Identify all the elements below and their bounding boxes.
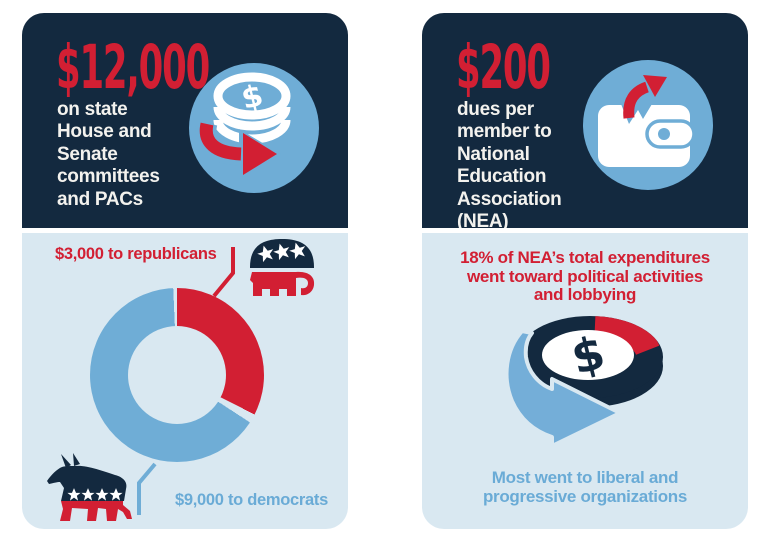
- right-card-header: $200 dues per member to National Educati…: [422, 13, 748, 228]
- right-description: dues per member to National Education As…: [457, 99, 562, 228]
- right-desc-line: Association: [457, 188, 562, 210]
- left-desc-line: and PACs: [57, 188, 143, 210]
- coin-cycle-arrow-icon: $: [502, 309, 672, 464]
- stat-line: and lobbying: [533, 285, 637, 305]
- right-desc-line: dues per: [457, 99, 534, 120]
- right-amount: $200: [456, 32, 551, 103]
- stat-line: 18% of NEA’s total expenditures: [460, 248, 710, 267]
- footer-line: Most went to liberal and: [491, 468, 679, 487]
- right-desc-line: Education: [457, 166, 547, 188]
- left-desc-line: House and: [57, 121, 152, 143]
- wallet-with-arrow-icon: [583, 60, 713, 190]
- left-card-chart-panel: $3,000 to republicans: [22, 233, 348, 529]
- republican-elephant-icon: [246, 237, 318, 306]
- left-desc-line: on state: [57, 99, 128, 120]
- democrat-donkey-icon: [46, 453, 134, 527]
- card-state-contributions: $12,000 on state House and Senate commit…: [22, 13, 348, 529]
- donut-hole: [128, 326, 226, 424]
- nea-footer-text: Most went to liberal and progressive org…: [422, 468, 748, 506]
- right-card-stat-panel: 18% of NEA’s total expenditures went tow…: [422, 233, 748, 529]
- stat-line: went toward political activities: [466, 266, 703, 286]
- left-amount: $12,000: [56, 32, 210, 103]
- coins-with-arrow-icon: $: [189, 63, 319, 193]
- footer-line: progressive organizations: [482, 486, 688, 506]
- left-description: on state House and Senate committees and…: [57, 99, 160, 211]
- card-nea-dues: $200 dues per member to National Educati…: [422, 13, 748, 529]
- republicans-label: $3,000 to republicans: [55, 245, 217, 263]
- donut-chart: [90, 288, 264, 462]
- democrats-label: $9,000 to democrats: [175, 491, 328, 509]
- nea-stat-text: 18% of NEA’s total expenditures went tow…: [422, 248, 748, 305]
- right-desc-line: member to: [457, 121, 552, 143]
- left-desc-line: Senate: [57, 143, 118, 165]
- left-desc-line: committees: [57, 166, 160, 188]
- right-desc-line: (NEA): [457, 211, 509, 228]
- left-card-header: $12,000 on state House and Senate commit…: [22, 13, 348, 228]
- right-desc-line: National: [457, 143, 530, 165]
